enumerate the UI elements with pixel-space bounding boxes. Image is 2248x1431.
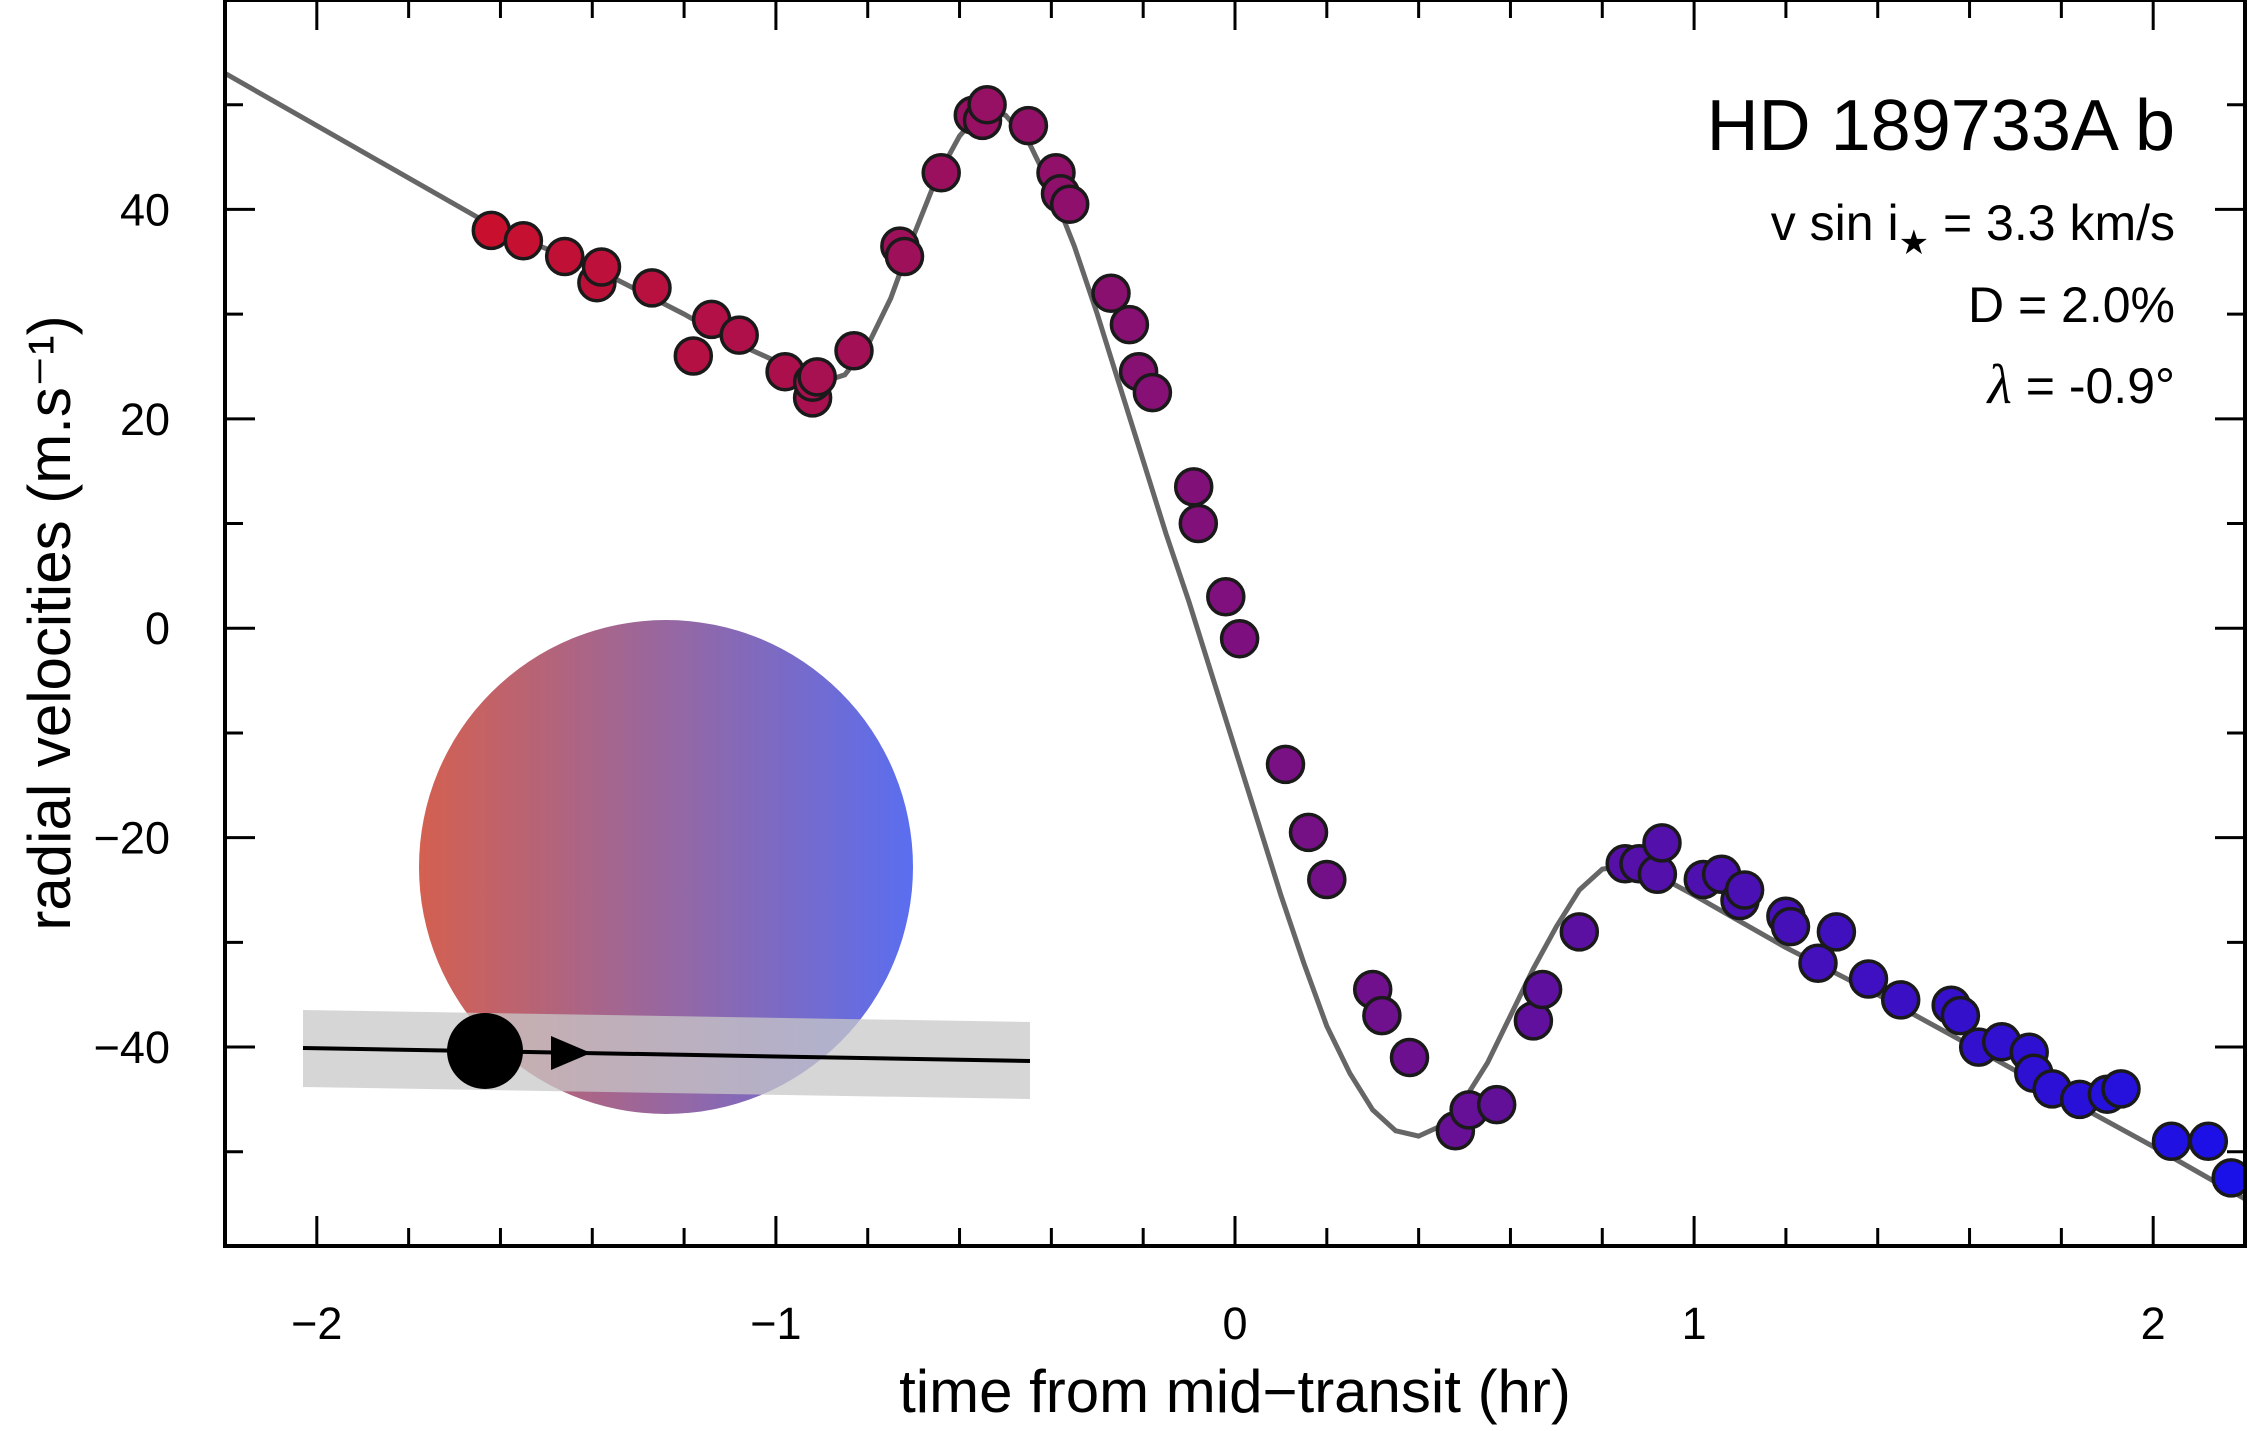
- data-point: [1770, 906, 1811, 947]
- data-point: [2211, 1158, 2245, 1198]
- y-tick-label: −20: [94, 813, 170, 864]
- star-subscript: ★: [1899, 224, 1929, 262]
- data-point: [1049, 184, 1090, 224]
- vsini-prefix: v sin i: [1771, 195, 1899, 251]
- data-point: [2151, 1121, 2192, 1162]
- data-point: [1389, 1037, 1430, 1078]
- data-point: [544, 236, 585, 277]
- planet-disk: [447, 1013, 523, 1089]
- plot-frame: [223, 0, 2247, 1248]
- x-tick-label: 0: [1222, 1298, 1247, 1349]
- x-axis-title: time from mid−transit (hr): [899, 1358, 1571, 1425]
- x-tick-label: −2: [291, 1298, 342, 1349]
- planet-name: HD 189733A b: [1707, 86, 2175, 166]
- vsini-annotation: v sin i★ = 3.3 km/s: [1771, 195, 2175, 262]
- data-point: [632, 268, 672, 308]
- axis-ticks: [223, 0, 2247, 1246]
- x-tick-label: 2: [2141, 1298, 2166, 1349]
- tick-labels: −40 −20 0 20 40 −2 −1 0 1 2: [94, 184, 2166, 1349]
- data-point: [1178, 503, 1219, 544]
- data-point: [1848, 959, 1889, 999]
- vsini-value: = 3.3 km/s: [1929, 195, 2175, 251]
- data-point: [1132, 372, 1173, 413]
- data-point: [1476, 1084, 1517, 1125]
- y-axis-title: radial velocities (m.s⁻¹): [16, 315, 83, 930]
- lambda-annotation: λ = -0.9°: [1986, 354, 2175, 416]
- stellar-disk: [419, 620, 913, 1114]
- transit-direction-arrow: [551, 1036, 591, 1070]
- data-point: [1008, 105, 1049, 146]
- data-point: [797, 357, 837, 397]
- data-point: [1265, 744, 1306, 785]
- depth-annotation: D = 2.0%: [1968, 277, 2175, 333]
- y-tick-label: 0: [145, 603, 170, 654]
- data-point: [1559, 912, 1600, 952]
- y-tick-label: 40: [120, 184, 170, 235]
- data-point: [1816, 912, 1857, 952]
- data-point: [921, 153, 961, 193]
- data-point: [1940, 995, 1981, 1036]
- data-point: [503, 221, 544, 261]
- data-point: [1219, 618, 1260, 659]
- data-point: [1109, 304, 1150, 345]
- lambda-symbol: λ: [1986, 354, 2012, 416]
- data-point: [2188, 1121, 2229, 1162]
- y-tick-label: 20: [120, 394, 170, 445]
- data-point: [581, 247, 622, 287]
- data-point: [1724, 870, 1765, 910]
- x-tick-label: −1: [750, 1298, 801, 1349]
- data-point: [884, 236, 925, 277]
- data-point: [1798, 943, 1838, 984]
- data-point: [1522, 969, 1563, 1010]
- data-point: [1880, 980, 1921, 1020]
- data-point: [1173, 467, 1214, 507]
- data-point: [834, 331, 874, 371]
- data-point: [1362, 995, 1402, 1036]
- data-point: [1642, 823, 1682, 863]
- data-point: [1091, 273, 1131, 313]
- lambda-value: = -0.9°: [2012, 358, 2175, 414]
- x-tick-label: 1: [1682, 1298, 1707, 1349]
- y-tick-label: −40: [94, 1022, 170, 1073]
- stellar-disk-inset: [302, 620, 1031, 1114]
- data-point: [1206, 577, 1246, 617]
- data-point: [1288, 812, 1329, 853]
- data-points: [471, 84, 2245, 1198]
- data-point: [967, 84, 1007, 125]
- data-point: [2101, 1069, 2141, 1109]
- data-point: [673, 336, 714, 376]
- data-point: [1307, 859, 1347, 900]
- transit-chord-line: [302, 1046, 1031, 1063]
- data-point: [719, 315, 759, 355]
